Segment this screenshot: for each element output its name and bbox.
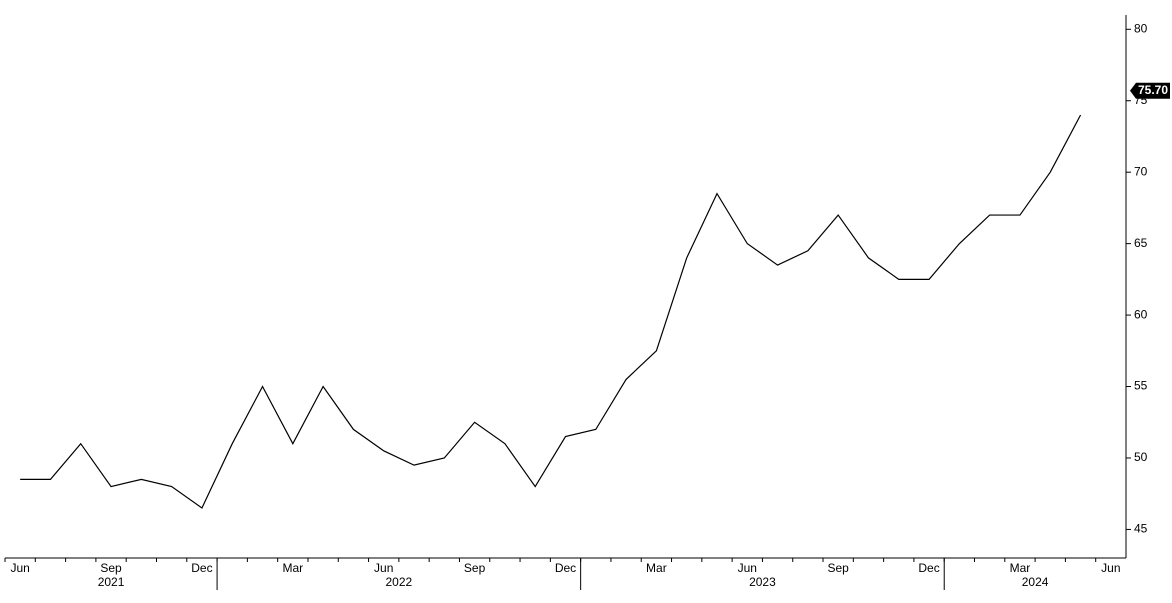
y-tick-label: 70 <box>1134 164 1148 178</box>
x-tick-label: Jun <box>10 561 29 575</box>
x-tick-label: Mar <box>646 561 667 575</box>
last-value-label: 75.70 <box>1138 83 1168 97</box>
year-label: 2021 <box>98 575 125 589</box>
year-label: 2023 <box>749 575 776 589</box>
x-tick-label: Sep <box>464 561 486 575</box>
y-tick-label: 55 <box>1134 379 1148 393</box>
x-tick-label: Dec <box>191 561 212 575</box>
x-tick-label: Mar <box>282 561 303 575</box>
x-tick-label: Sep <box>100 561 122 575</box>
y-tick-label: 50 <box>1134 450 1148 464</box>
price-line <box>20 114 1082 509</box>
x-tick-label: Jun <box>374 561 393 575</box>
y-tick-label: 45 <box>1134 522 1148 536</box>
y-tick-label: 65 <box>1134 236 1148 250</box>
y-tick-label: 60 <box>1134 307 1148 321</box>
year-label: 2022 <box>386 575 413 589</box>
x-tick-label: Dec <box>555 561 576 575</box>
y-tick-label: 80 <box>1134 21 1148 35</box>
year-label: 2024 <box>1022 575 1049 589</box>
last-value-marker <box>1130 82 1170 99</box>
x-tick-label: Jun <box>738 561 757 575</box>
x-tick-label: Mar <box>1010 561 1031 575</box>
x-tick-label: Sep <box>827 561 849 575</box>
x-tick-label: Jun <box>1101 561 1120 575</box>
x-tick-label: Dec <box>918 561 939 575</box>
